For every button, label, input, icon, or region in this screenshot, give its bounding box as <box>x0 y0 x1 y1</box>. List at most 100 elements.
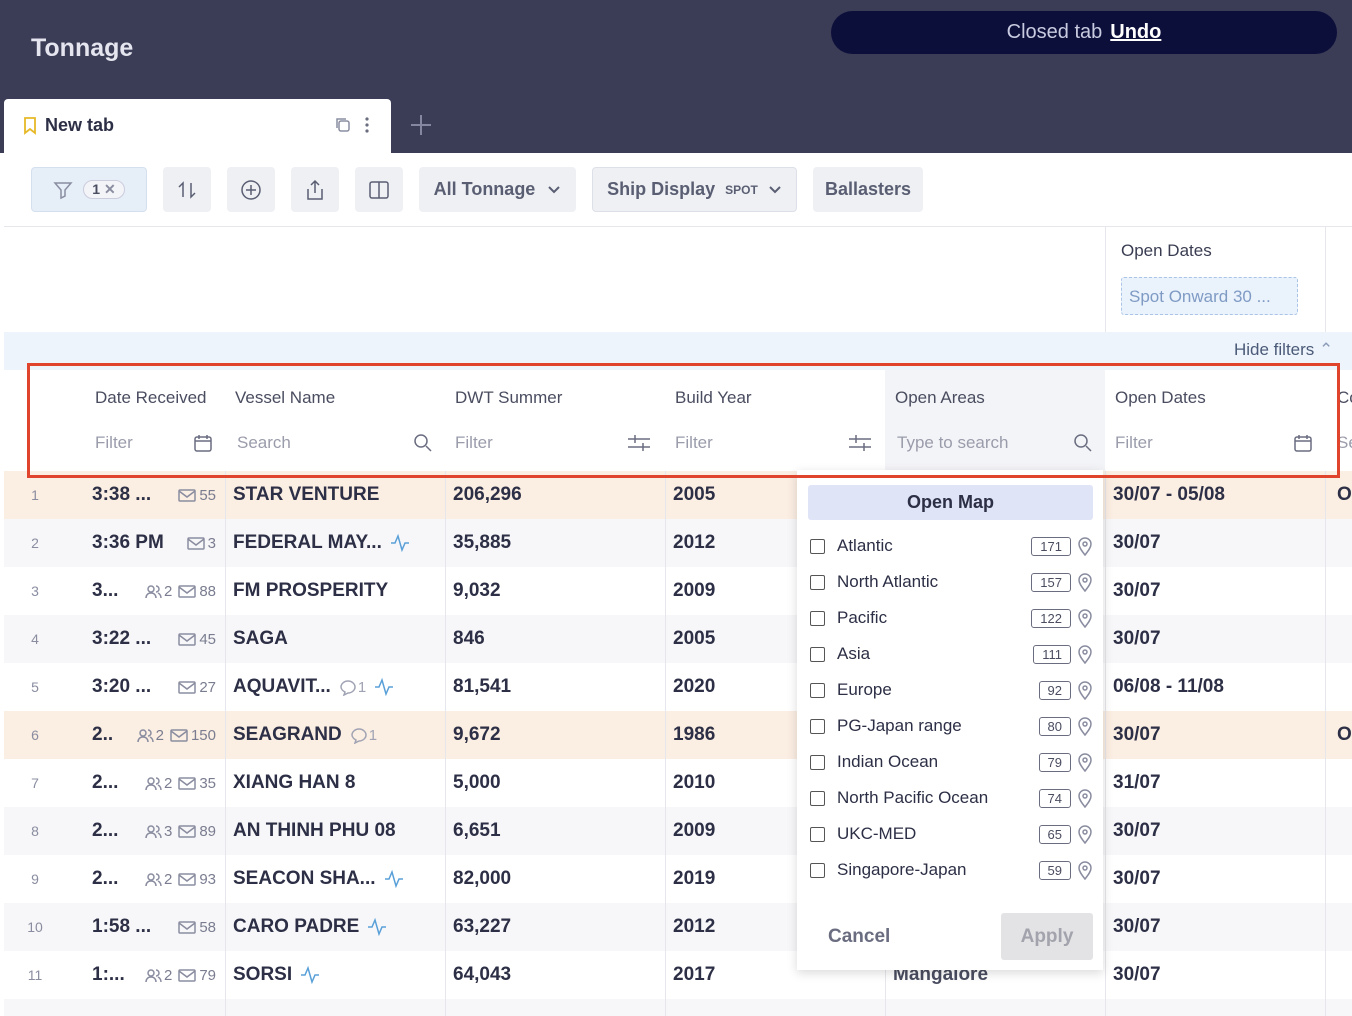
menu-icon[interactable] <box>364 116 370 134</box>
dwt-cell: 82,000 <box>453 868 512 889</box>
filter-button[interactable]: 1 ✕ <box>31 167 147 212</box>
mail-count: 93 <box>178 871 216 888</box>
area-option[interactable]: Pacific 122 <box>810 605 1093 631</box>
table-row[interactable] <box>4 759 1352 808</box>
option-name: Asia <box>837 644 871 663</box>
column-divider <box>665 471 666 1016</box>
build-year-cell: 1986 <box>673 724 716 745</box>
area-option[interactable]: Indian Ocean 79 <box>810 749 1093 775</box>
open-dates-cell: 30/07 <box>1113 580 1161 601</box>
row-index: 9 <box>31 871 39 887</box>
column-title: DWT Summer <box>455 388 563 407</box>
add-button[interactable] <box>227 167 275 212</box>
dwt-cell: 846 <box>453 628 485 649</box>
table-row[interactable] <box>4 663 1352 712</box>
mail-icon <box>178 969 197 982</box>
area-option[interactable]: Asia 111 <box>810 641 1093 667</box>
add-tab[interactable] <box>410 114 432 136</box>
people-icon <box>145 777 162 791</box>
pin-icon <box>1078 609 1092 628</box>
column-filter-input[interactable]: Type to search <box>897 433 1009 452</box>
tab[interactable]: New tab <box>4 99 391 153</box>
area-option[interactable]: North Atlantic 157 <box>810 569 1093 595</box>
table-row[interactable] <box>4 711 1352 760</box>
area-option[interactable]: PG-Japan range 80 <box>810 713 1093 739</box>
undo-link[interactable]: Undo <box>1110 21 1162 43</box>
share-icon <box>307 179 323 200</box>
filter-count-value: 1 <box>92 181 101 197</box>
counts: 27 <box>178 679 216 696</box>
ballasters-button[interactable]: Ballasters <box>813 167 923 212</box>
vessel-name: XIANG HAN 8 <box>233 772 356 793</box>
people-value: 2 <box>163 966 173 984</box>
people-value: 2 <box>163 870 173 888</box>
option-count: 80 <box>1038 716 1071 736</box>
filter-chip[interactable]: Spot Onward 30 ... <box>1121 277 1298 315</box>
counts: 2 150 <box>136 727 216 744</box>
people-icon <box>145 969 162 983</box>
activity-icon <box>375 677 394 697</box>
date-cell: 3:20 ... 27 <box>92 663 216 711</box>
table-row[interactable] <box>4 855 1352 904</box>
column-filter-input[interactable]: Se <box>1337 433 1352 452</box>
dwt-cell: 64,043 <box>453 964 512 985</box>
area-option[interactable]: Atlantic 171 <box>810 533 1093 559</box>
columns-button[interactable] <box>355 167 403 212</box>
column-filter-input[interactable]: Filter <box>675 433 713 452</box>
checkbox <box>810 574 825 590</box>
table-row[interactable] <box>4 807 1352 856</box>
open-dates-cell: 30/07 <box>1113 868 1161 889</box>
share-button[interactable] <box>291 167 339 212</box>
date-cell: 3:38 ... 55 <box>92 471 216 519</box>
apply-button[interactable]: Apply <box>1001 913 1093 960</box>
display-select[interactable]: Ship Display SPOT <box>592 167 797 212</box>
dwt-cell: 9,032 <box>453 580 501 601</box>
open-dates-cell: 31/07 <box>1113 772 1161 793</box>
column-divider <box>1325 471 1326 1016</box>
table-row[interactable] <box>4 519 1352 568</box>
pin-icon <box>1078 789 1092 808</box>
duplicate-icon[interactable] <box>334 116 352 134</box>
option-name: Europe <box>837 680 892 699</box>
counts: 45 <box>178 631 216 648</box>
mail-count: 89 <box>178 823 216 840</box>
view-select[interactable]: All Tonnage <box>419 167 576 212</box>
vessel-cell: CARO PADRE <box>233 903 387 951</box>
mail-value: 55 <box>199 486 216 504</box>
dwt-cell: 5,000 <box>453 772 501 793</box>
column-filter-input[interactable]: Filter <box>455 433 493 452</box>
hide-filters[interactable]: Hide filters ⌃ <box>1234 340 1334 359</box>
bookmark-icon <box>24 117 36 135</box>
column-title: Build Year <box>675 388 752 407</box>
mail-icon <box>178 777 197 790</box>
counts: 58 <box>178 919 216 936</box>
counts: 2 88 <box>145 583 216 600</box>
area-option[interactable]: Europe 92 <box>810 677 1093 703</box>
app-title: Tonnage <box>31 34 134 62</box>
area-option[interactable]: North Pacific Ocean 74 <box>810 785 1093 811</box>
vessel-name: FEDERAL MAY... <box>233 532 382 553</box>
column-filter-input[interactable]: Filter <box>1115 433 1153 452</box>
checkbox <box>810 646 825 662</box>
checkbox <box>810 538 825 554</box>
table-row[interactable] <box>4 903 1352 952</box>
sort-button[interactable] <box>163 167 211 212</box>
vessel-cell: FEDERAL MAY... <box>233 519 410 567</box>
build-year-cell: 2020 <box>673 676 716 697</box>
area-option[interactable]: Singapore-Japan 59 <box>810 857 1093 883</box>
option-name: North Atlantic <box>837 572 939 591</box>
cancel-button[interactable]: Cancel <box>828 926 891 947</box>
people-value: 2 <box>163 582 173 600</box>
received-time: 2... <box>92 772 119 793</box>
mail-count: 55 <box>178 487 216 504</box>
mail-count: 35 <box>178 775 216 792</box>
table-row[interactable] <box>4 567 1352 616</box>
area-option[interactable]: UKC-MED 65 <box>810 821 1093 847</box>
column-filter-input[interactable]: Search <box>237 433 291 452</box>
open-map-button[interactable]: Open Map <box>808 485 1093 520</box>
pin-icon <box>1078 681 1092 700</box>
checkbox <box>810 826 825 842</box>
filter-icon <box>849 435 871 451</box>
table-row[interactable] <box>4 615 1352 664</box>
column-filter-input[interactable]: Filter <box>95 433 133 452</box>
